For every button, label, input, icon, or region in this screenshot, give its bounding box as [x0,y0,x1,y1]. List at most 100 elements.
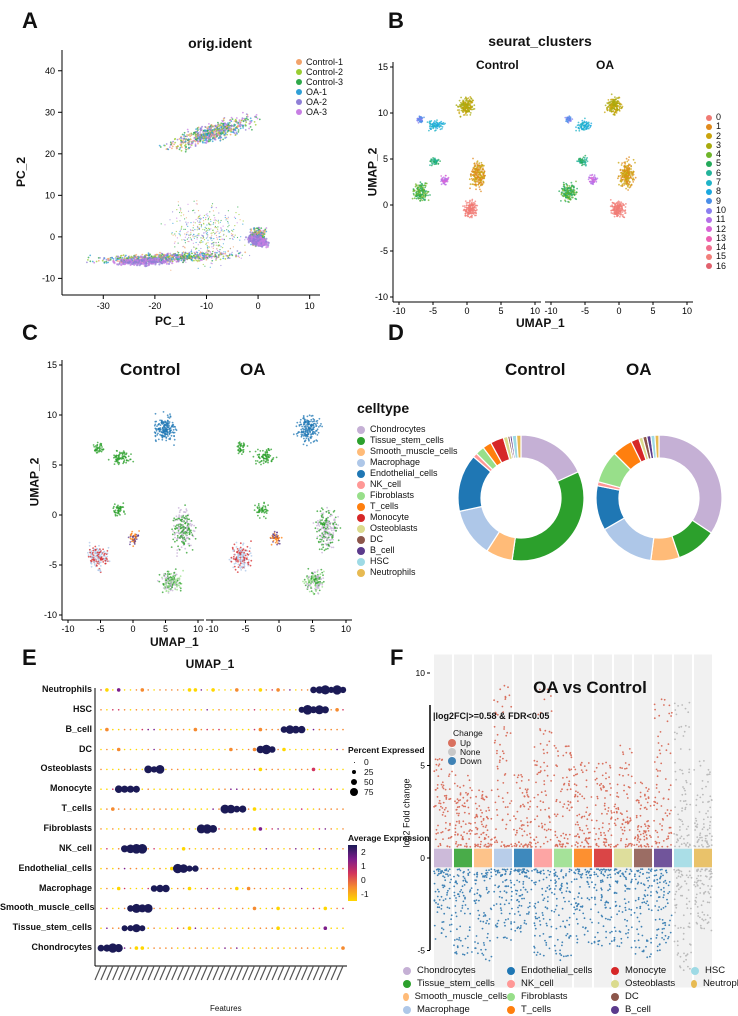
dotplot-dot [224,788,226,790]
legend-swatch [296,69,302,75]
dotplot-dot [301,788,303,790]
legend-label: HSC [705,965,725,976]
dotplot-dot [177,709,179,711]
chart-b-oa-points [558,93,636,218]
dotplot-dot [201,908,203,910]
chart-f-points [433,655,713,988]
dotplot-dot [212,749,214,751]
dotplot-dot [106,927,108,929]
size-label: 0 [364,757,369,767]
dotplot-dot [171,689,173,691]
dotplot-dot [171,788,173,790]
dotplot-dot [313,908,315,910]
dotplot-dot [159,689,161,691]
dotplot-dot [301,868,303,870]
dotplot-dot [100,908,102,910]
dotplot-dot [194,728,198,732]
celltype-legend-item: B_cell [357,545,458,556]
dotplot-dot [307,888,309,890]
legend-label: Macrophage [370,457,420,468]
chart-a-xtick-label: -20 [148,301,161,311]
dotplot-dot [124,908,126,910]
dotplot-dot [260,927,262,929]
dotplot-dot [106,808,108,810]
dotplot-dot [159,908,161,910]
dotplot-dot [136,729,138,731]
dotplot-dot [130,769,132,771]
chart-a-ytick-label: 0 [50,232,55,242]
feature-label-mark [101,966,107,980]
color-legend-label: 1 [361,859,369,873]
dotplot-dot [153,947,155,949]
dotplot-dot [212,788,214,790]
dotplot-dot [183,808,185,810]
chart-f-subtitle: |log2FC|>=0.58 & FDR<0.05 [433,711,549,721]
group-band [494,849,512,868]
dotplot-dot [239,806,246,813]
dotplot-dot [136,868,138,870]
dotplot-dot [100,788,102,790]
size-label: 75 [364,787,373,797]
dotplot-dot [136,709,138,711]
dotplot-dot [266,808,268,810]
legend-label: OA-1 [306,87,327,97]
dotplot-dot [271,947,273,949]
dotplot-dot [229,748,233,752]
dotplot-dot [330,808,332,810]
dotplot-row-label: Osteoblasts [0,763,92,773]
dotplot-dot [195,947,197,949]
dotplot-dot [336,888,338,890]
group-band [694,849,712,868]
dotplot-dot [171,808,173,810]
donut-slice [521,435,578,481]
dotplot-dot [186,866,192,872]
legend-swatch [706,143,712,149]
dotplot-dot [212,947,214,949]
celltype-legend-f-item: Macrophage [403,1003,507,1016]
dotplot-dot [319,908,321,910]
legend-swatch [296,109,302,115]
chart-b-xtick-label: 0 [464,306,469,316]
dotplot-dot [236,927,238,929]
celltype-legend-f-item: NK_cell [507,977,611,990]
dotplot-dot [336,729,338,731]
legend-swatch [611,1006,619,1014]
legend-swatch [706,152,712,158]
dotplot-dot [277,729,279,731]
dotplot-dot [147,927,149,929]
chart-c-xtick-label: 5 [310,624,315,634]
legend-label: Chondrocytes [417,965,476,976]
dotplot-dot [248,788,250,790]
dotplot-dot [112,689,114,691]
chart-b-xtick-label: 5 [650,306,655,316]
legend-swatch [357,470,365,478]
dotplot-dot [206,947,208,949]
dotplot-dot [106,868,108,870]
dotplot-dot [147,947,149,949]
dotplot-dot [330,908,332,910]
dotplot-dot [195,808,197,810]
dotplot-dot [153,808,155,810]
dotplot-dot [295,927,297,929]
celltype-legend-item: Neutrophils [357,567,458,578]
dotplot-dot [165,689,167,691]
legend-label: B_cell [625,1004,651,1015]
dotplot-dot [230,927,232,929]
dotplot-dot [209,825,217,833]
dotplot-dot [312,768,316,772]
dotplot-dot [260,808,262,810]
dotplot-dot [236,709,238,711]
feature-label-mark [260,966,266,980]
dotplot-dot [254,788,256,790]
dotplot-dot [242,848,244,850]
dotplot-dot [242,729,244,731]
legend-swatch [611,993,619,1001]
legend-swatch [357,558,365,566]
dotplot-dot [301,908,303,910]
dotplot-dot [330,709,332,711]
chart-c-xtick-label: 10 [341,624,351,634]
dotplot-dot [266,769,268,771]
celltype-legend-item: Osteoblasts [357,523,458,534]
dotplot-dot [106,848,108,850]
change-swatch [448,748,456,756]
